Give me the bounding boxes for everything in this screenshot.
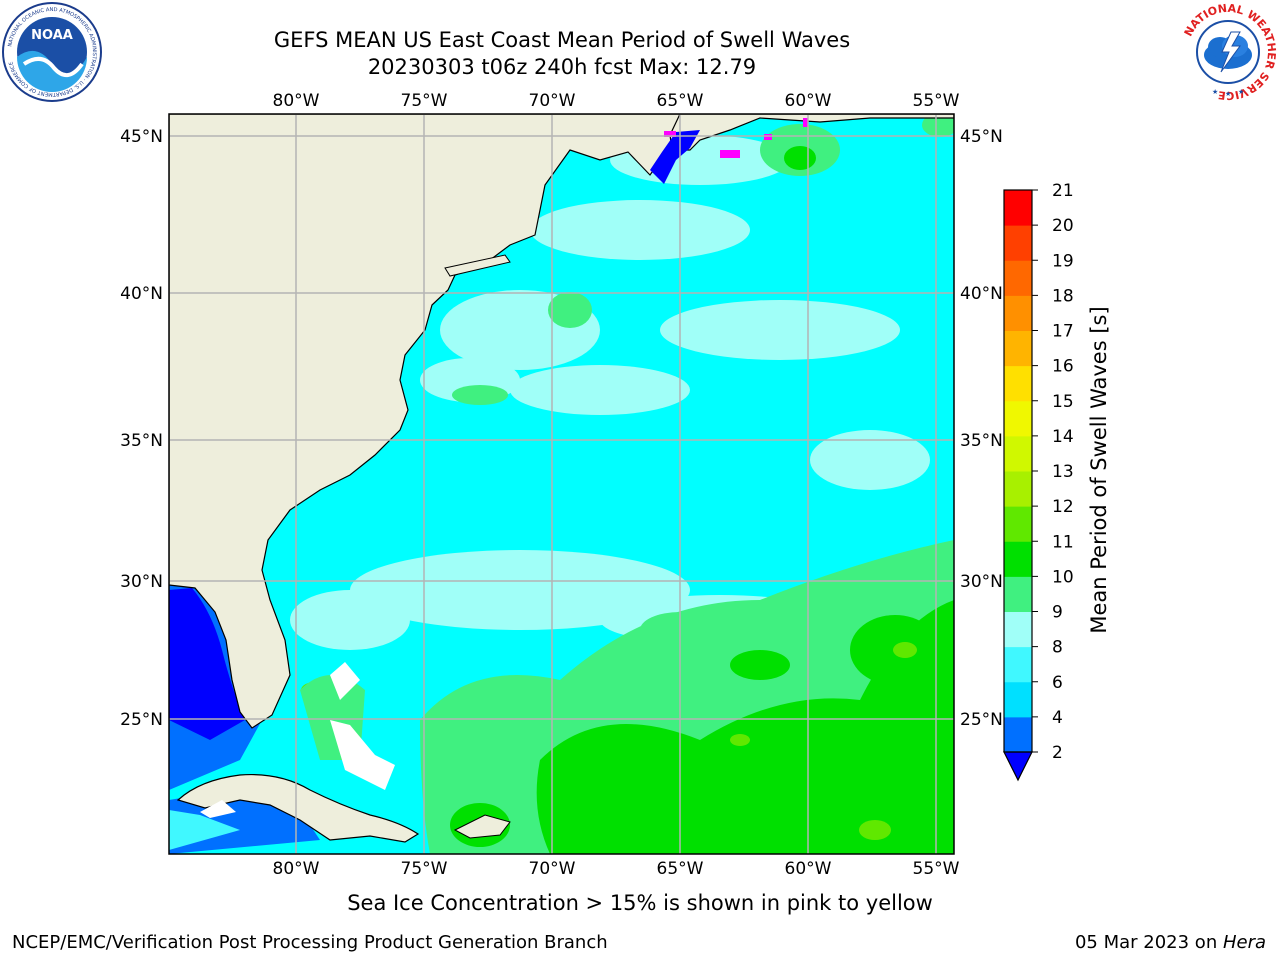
lat-label-right: 35°N [960, 431, 1003, 451]
lon-label-top: 80°W [273, 91, 320, 111]
lon-label-bottom: 70°W [529, 859, 576, 879]
lon-label-bottom: 75°W [401, 859, 448, 879]
colorbar-tick-label: 2 [1052, 743, 1063, 763]
lat-label-right: 45°N [960, 127, 1003, 147]
lon-label-top: 70°W [529, 91, 576, 111]
svg-text:★: ★ [1212, 88, 1218, 96]
colorbar-segment [1004, 190, 1032, 226]
chart-subtitle: 20230303 t06z 240h fcst Max: 12.79 [367, 55, 757, 79]
colorbar-under-arrow [1003, 751, 1033, 782]
colorbar-segment [1004, 330, 1032, 367]
colorbar-segment [1004, 541, 1032, 577]
colorbar-segment [1004, 646, 1032, 683]
colorbar-tick-label: 17 [1052, 322, 1074, 342]
colorbar-tick-label: 6 [1052, 673, 1063, 693]
lon-label-bottom: 65°W [657, 859, 704, 879]
colorbar-segment [1004, 400, 1032, 437]
svg-text:★: ★ [1225, 90, 1231, 98]
colorbar-tick-label: 20 [1052, 216, 1074, 236]
graticule [169, 114, 954, 854]
colorbar-tick-label: 16 [1052, 357, 1074, 377]
map-frame [168, 113, 955, 855]
colorbar-tick-label: 8 [1052, 638, 1063, 658]
colorbar-tick-label: 11 [1052, 532, 1074, 552]
lon-label-top: 75°W [401, 91, 448, 111]
colorbar-tick-label: 18 [1052, 286, 1074, 306]
svg-text:★: ★ [1238, 88, 1244, 96]
colorbar: 2 4 6 8 9 10 11 12 13 14 15 16 17 18 19 20 21 [1003, 181, 1074, 782]
bay-of-fundy [650, 130, 700, 184]
colorbar-tick-label: 9 [1052, 603, 1063, 623]
footer-date-text: 05 Mar 2023 on [1074, 932, 1223, 953]
colorbar-segment [1004, 365, 1032, 402]
footer-credit: NCEP/EMC/Verification Post Processing Pr… [12, 932, 608, 953]
colorbar-segment [1004, 681, 1032, 718]
colorbar-segment [1004, 435, 1032, 472]
lon-label-top: 65°W [657, 91, 704, 111]
lat-label-left: 30°N [120, 572, 163, 592]
colorbar-label: Mean Period of Swell Waves [s] [1087, 306, 1111, 633]
colorbar-tick-label: 21 [1052, 181, 1074, 201]
footer-machine: Hera [1222, 932, 1266, 953]
colorbar-tick-label: 19 [1052, 251, 1074, 271]
lat-label-left: 35°N [120, 431, 163, 451]
lon-label-top: 55°W [913, 91, 960, 111]
colorbar-segment [1004, 225, 1032, 261]
colorbar-segment [1004, 260, 1032, 296]
colorbar-segment [1004, 471, 1032, 507]
footer-date: 05 Mar 2023 on Hera [1075, 932, 1266, 953]
colorbar-tick-label: 4 [1052, 708, 1063, 728]
map-panel [169, 114, 954, 854]
chart-title: GEFS MEAN US East Coast Mean Period of S… [273, 28, 851, 52]
lon-label-bottom: 60°W [785, 859, 832, 879]
colorbar-tick-label: 15 [1052, 392, 1074, 412]
cuba-landmass [176, 773, 420, 843]
sea-ice-caption: Sea Ice Concentration > 15% is shown in … [347, 891, 933, 915]
nws-logo: NATIONAL WEATHER SERVICE ★ ★ ★ [1178, 2, 1278, 102]
lat-label-right: 40°N [960, 284, 1003, 304]
lon-label-bottom: 55°W [913, 859, 960, 879]
lon-label-top: 60°W [785, 91, 832, 111]
lat-label-left: 25°N [120, 710, 163, 730]
colorbar-tick-label: 10 [1052, 567, 1074, 587]
lat-label-left: 45°N [120, 127, 163, 147]
lat-label-left: 40°N [120, 284, 163, 304]
sea-ice-mark [720, 150, 740, 158]
bahamas-bank [330, 720, 395, 790]
colorbar-tick-label: 13 [1052, 462, 1074, 482]
colorbar-segment [1004, 611, 1032, 648]
gulf-short-period-region [169, 588, 245, 740]
colorbar-tick-label: 14 [1052, 427, 1074, 447]
noaa-logo: NATIONAL OCEANIC AND ATMOSPHERIC ADMINIS… [2, 2, 102, 102]
colorbar-tick-label: 12 [1052, 497, 1074, 517]
lat-label-right: 30°N [960, 572, 1003, 592]
colorbar-segment [1004, 716, 1032, 753]
colorbar-segment [1004, 295, 1032, 331]
colorbar-segment [1004, 576, 1032, 612]
colorbar-segment [1004, 506, 1032, 542]
lon-label-bottom: 80°W [273, 859, 320, 879]
lat-label-right: 25°N [960, 710, 1003, 730]
noaa-logo-text: NOAA [31, 28, 73, 43]
